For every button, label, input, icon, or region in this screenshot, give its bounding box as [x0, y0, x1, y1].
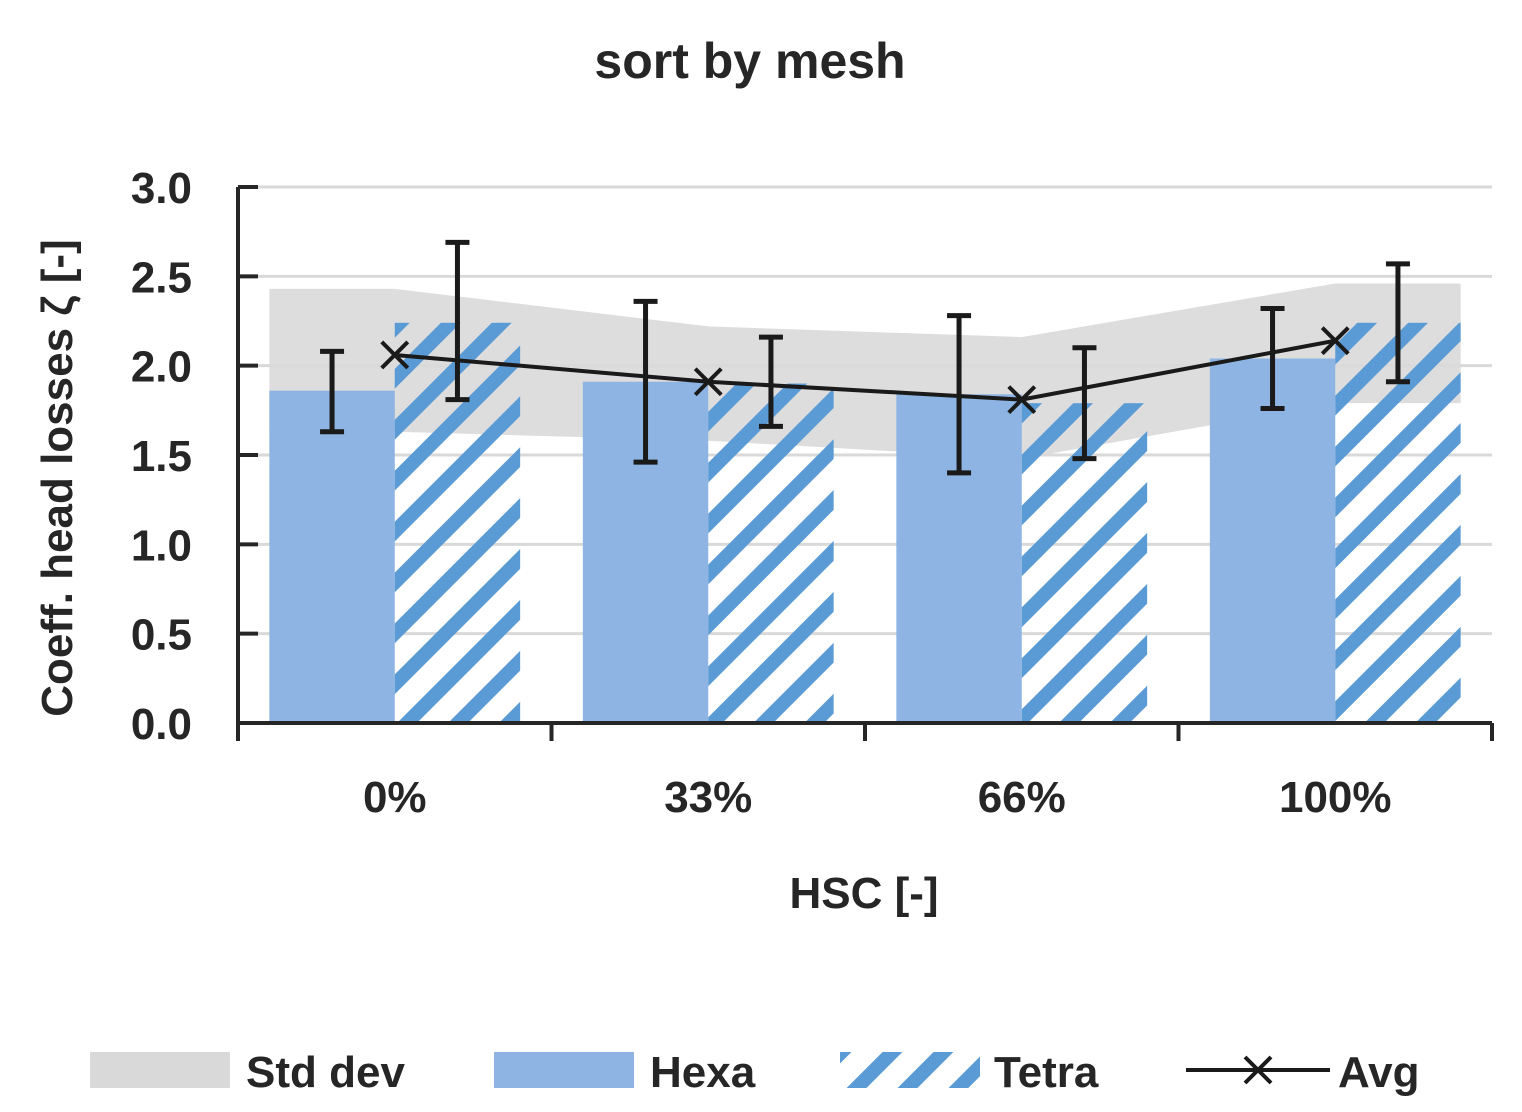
x-tick-labels: 0% 33% 66% 100% — [363, 773, 1392, 822]
y-axis-label: Coeff. head losses ζ [-] — [33, 239, 82, 716]
y-tick-label: 2.5 — [131, 253, 192, 302]
x-tick-label-100: 100% — [1279, 773, 1392, 822]
avg-marker-33 — [693, 367, 723, 397]
axes — [236, 185, 1494, 741]
bar-hexa-100 — [1209, 358, 1336, 723]
avg-marker-100 — [1320, 326, 1350, 356]
error-bar-tetra-0 — [445, 239, 470, 403]
legend-label-std-dev: Std dev — [246, 1048, 405, 1097]
error-bar-tetra-100 — [1385, 261, 1410, 385]
legend-swatch-std-dev — [90, 1052, 230, 1088]
bar-tetra-33 — [708, 383, 834, 723]
legend-swatch-hexa — [494, 1052, 634, 1088]
bars — [269, 322, 1461, 723]
chart-title: sort by mesh — [594, 33, 905, 89]
std-dev-band — [269, 283, 1461, 459]
error-bar-hexa-0 — [320, 348, 345, 435]
avg-series — [380, 326, 1350, 415]
legend-label-avg: Avg — [1338, 1048, 1420, 1097]
error-bar-hexa-33 — [633, 298, 658, 465]
x-tick-label-66: 66% — [978, 773, 1066, 822]
legend-label-tetra: Tetra — [994, 1048, 1099, 1097]
y-tick-label: 0.5 — [131, 611, 192, 660]
error-bar-tetra-33 — [758, 334, 783, 429]
legend-swatch-tetra — [840, 1052, 980, 1088]
bar-hexa-0 — [269, 390, 395, 723]
legend-swatch-avg-marker — [1243, 1055, 1273, 1085]
error-bars — [320, 239, 1410, 476]
y-tick-label: 0.0 — [131, 700, 192, 749]
x-axis-label: HSC [-] — [789, 869, 938, 918]
y-tick-label: 1.5 — [131, 432, 192, 481]
bar-tetra-100 — [1335, 322, 1461, 723]
x-tick-label-33: 33% — [664, 773, 752, 822]
error-bar-hexa-100 — [1260, 305, 1285, 412]
y-tick-label: 2.0 — [131, 343, 192, 392]
y-tick-label: 3.0 — [131, 164, 192, 213]
avg-marker-0 — [380, 340, 410, 370]
y-tick-label: 1.0 — [131, 521, 192, 570]
y-tick-labels: 0.0 0.5 1.0 1.5 2.0 2.5 3.0 — [131, 164, 192, 749]
avg-marker-66 — [1007, 385, 1037, 415]
avg-line — [394, 338, 1336, 402]
std-dev-band-group — [269, 283, 1461, 459]
x-tick-label-0: 0% — [363, 773, 427, 822]
legend-label-hexa: Hexa — [650, 1048, 756, 1097]
error-bar-tetra-66 — [1072, 345, 1097, 462]
legend: Std dev Hexa Tetra Avg — [90, 1048, 1420, 1097]
